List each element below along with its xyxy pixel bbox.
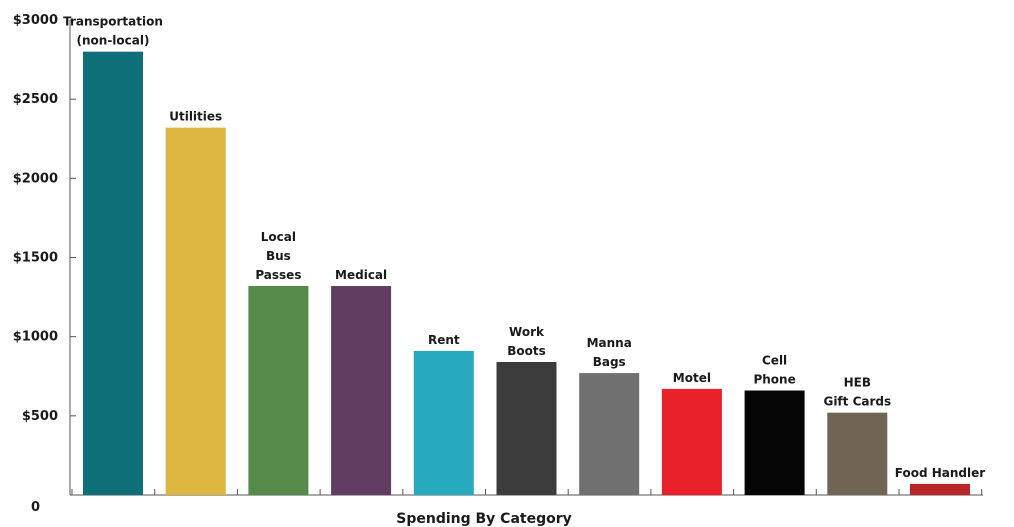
bar [827,412,888,495]
bar [661,388,722,495]
y-tick-label: 0 [31,500,40,515]
bar [496,362,557,495]
bars [83,51,970,496]
bar [910,483,970,495]
bar-category-label: Utilities [169,110,222,124]
bar [165,127,226,496]
bar-category-label: Transportation (non-local) [63,15,163,48]
y-tick-label: $1500 [13,251,58,266]
bar [579,373,640,495]
bar-category-label: Cell Phone [753,354,795,387]
y-tick-label: $3000 [13,13,58,28]
bar-category-label: Motel [673,371,711,385]
bar [413,350,474,495]
bar-category-label: Rent [428,333,460,347]
bar-category-label: Local Bus Passes [255,230,301,282]
bar [744,390,805,495]
bar-category-label: Manna Bags [587,336,632,369]
y-tick-label: $2500 [13,92,58,107]
bar-category-label: HEB Gift Cards [823,376,891,409]
bar-category-label: Work Boots [507,325,546,358]
bar [248,286,309,495]
y-tick-label: $2000 [13,171,58,186]
y-axis-ticks: 0 $500 $1000 $1500 $2000 $2500 $3000 [13,13,983,515]
bar [83,51,143,496]
y-tick-label: $500 [22,409,58,424]
bar-category-label: Medical [335,268,387,282]
x-axis-label: Spending By Category [396,511,572,527]
y-tick-label: $1000 [13,330,58,345]
bar-category-label: Food Handler [895,466,985,480]
bar [331,286,392,495]
bar-labels: Transportation (non-local) Utilities Local B… [63,15,985,480]
